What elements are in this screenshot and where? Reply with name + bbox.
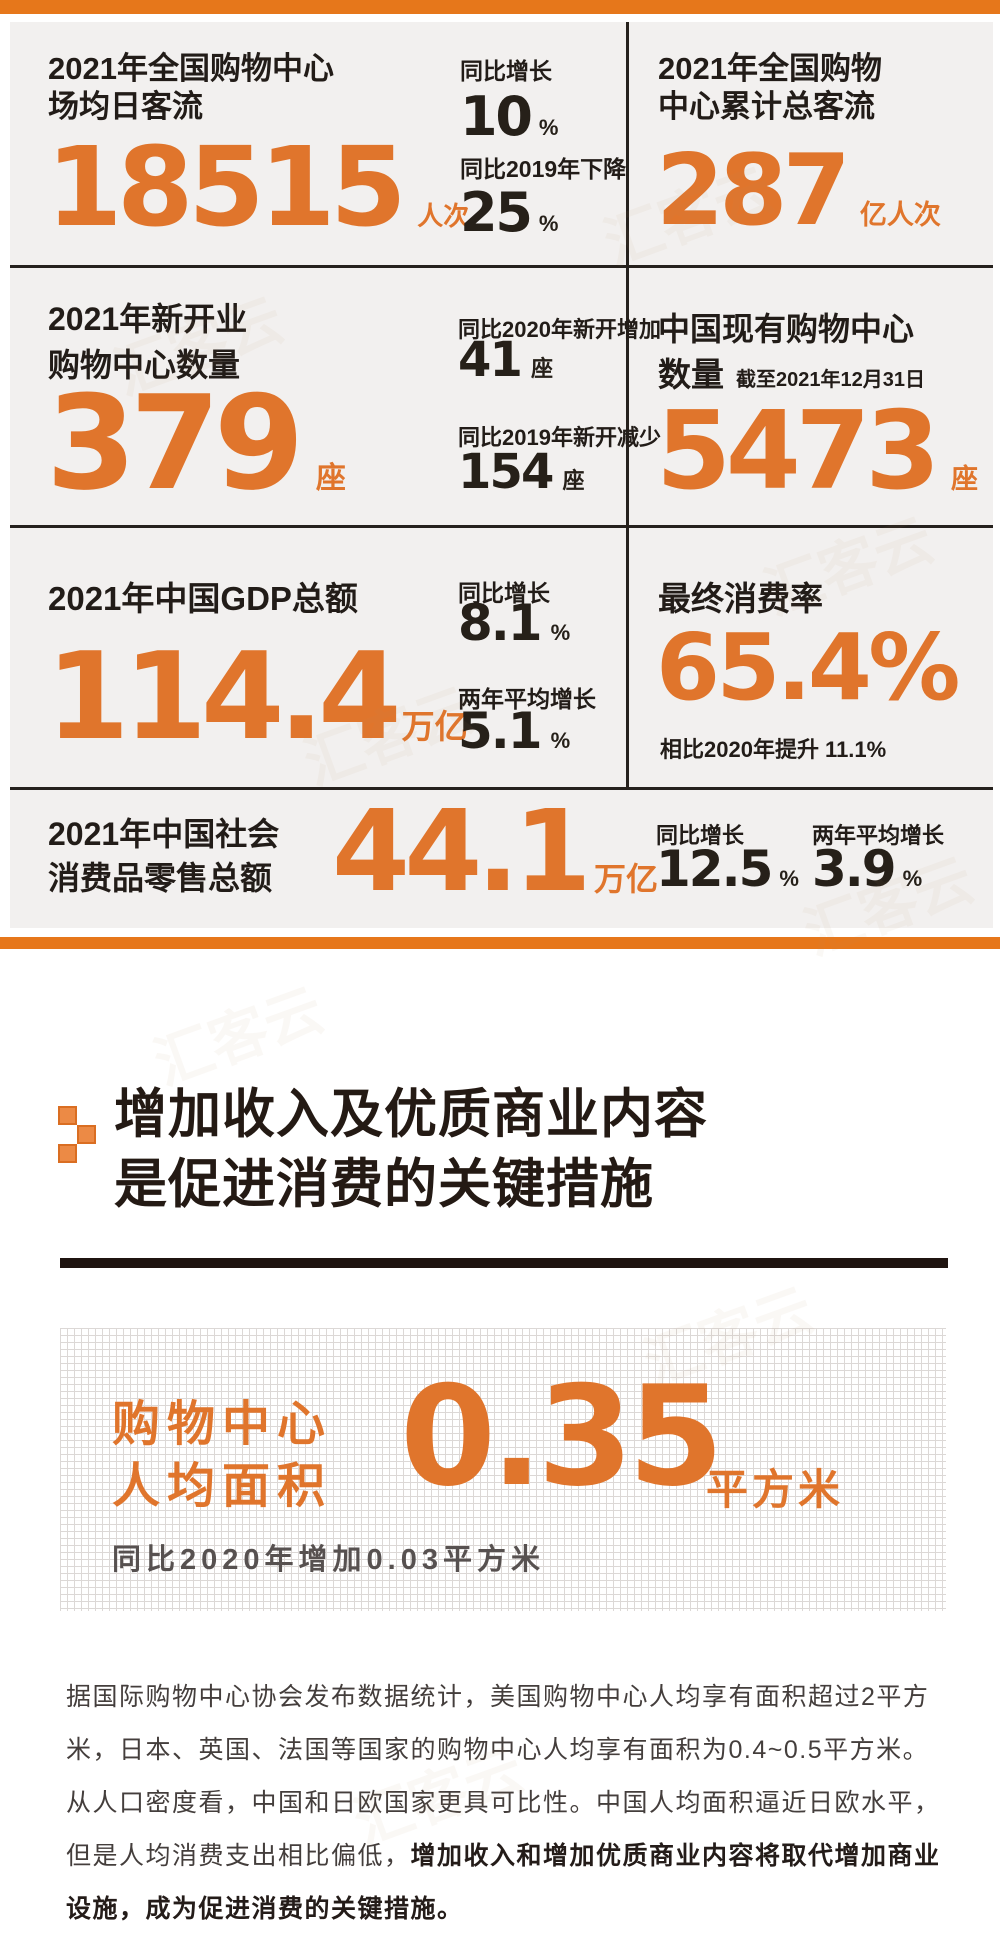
yoy-number: 12.5 bbox=[656, 840, 773, 898]
existing-malls-unit: 座 bbox=[951, 464, 978, 494]
row-divider-1 bbox=[10, 265, 993, 268]
card-new-malls-value: 379 座 bbox=[46, 378, 346, 508]
heading-underline-rule bbox=[60, 1258, 948, 1268]
card-new-malls-title: 2021年新开业 购物中心数量 bbox=[48, 296, 247, 388]
label-line-2: 人均面积 bbox=[112, 1460, 333, 1513]
bottom-accent-bar bbox=[0, 937, 1000, 949]
title-word: 数量 bbox=[658, 356, 724, 393]
retail-two-year-value: 3.9 % bbox=[812, 844, 922, 894]
unit-zuo: 座 bbox=[530, 356, 553, 381]
icon-square-bottom bbox=[58, 1144, 77, 1163]
as-of-date-note: 截至2021年12月31日 bbox=[736, 369, 925, 391]
vs2020-number: 41 bbox=[458, 332, 523, 388]
top-accent-bar bbox=[0, 0, 1000, 14]
gdp-number: 114.4 bbox=[46, 628, 402, 767]
total-traffic-unit: 亿人次 bbox=[859, 200, 941, 230]
title-line-2: 购物中心数量 bbox=[48, 347, 241, 383]
gdp-yoy-label: 同比增长 bbox=[458, 580, 550, 606]
retail-unit: 万亿 bbox=[593, 861, 658, 897]
per-capita-area-number: 0.35 bbox=[400, 1356, 724, 1517]
paragraph-bold-text: 增加收入和增加优质商业内容将取代增加商业设施，成为促进消费的关键措施。 bbox=[66, 1842, 941, 1923]
retail-two-year-label: 两年平均增长 bbox=[812, 823, 945, 848]
vs2019-number: 154 bbox=[458, 444, 554, 500]
title-line-1: 2021年全国购物中心 bbox=[48, 51, 334, 86]
card-existing-malls-title-line2: 数量 截至2021年12月31日 bbox=[658, 348, 925, 396]
daily-traffic-unit: 人次 bbox=[417, 201, 470, 231]
label-line-1: 购物中心 bbox=[112, 1398, 333, 1451]
daily-traffic-yoy-value: 10 % bbox=[460, 90, 558, 144]
gdp-yoy-value: 8.1 % bbox=[458, 598, 570, 648]
daily-traffic-yoy-label: 同比增长 bbox=[460, 58, 552, 84]
per-capita-area-label: 购物中心 人均面积 bbox=[112, 1394, 332, 1518]
title-line-1: 2021年中国社会 bbox=[48, 816, 280, 852]
daily-traffic-vs2019-value: 25 % bbox=[460, 186, 558, 240]
card-total-traffic-title: 2021年全国购物 中心累计总客流 bbox=[658, 50, 882, 126]
card-gdp-value: 114.4 万亿 bbox=[46, 638, 468, 758]
consumption-rate-number: 65.4% bbox=[656, 614, 960, 721]
card-daily-traffic-title: 2021年全国购物中心 场均日客流 bbox=[48, 50, 334, 126]
new-malls-unit: 座 bbox=[315, 462, 346, 495]
two-year-number: 3.9 bbox=[812, 840, 897, 898]
card-consumption-rate-title: 最终消费率 bbox=[658, 580, 823, 617]
row-divider-2 bbox=[10, 525, 993, 528]
retail-yoy-value: 12.5 % bbox=[656, 844, 799, 894]
new-malls-vs2020-label: 同比2020年新开增加 bbox=[458, 317, 661, 342]
new-malls-vs2019-label: 同比2019年新开减少 bbox=[458, 425, 661, 450]
column-divider bbox=[626, 22, 629, 790]
heading-line-2: 是促进消费的关键措施 bbox=[114, 1155, 654, 1214]
total-traffic-number: 287 bbox=[656, 134, 851, 248]
yoy-number: 10 bbox=[460, 85, 533, 148]
icon-square-top bbox=[58, 1106, 77, 1125]
paragraph-normal-text: 据国际购物中心协会发布数据统计，美国购物中心人均享有面积超过2平方米，日本、英国… bbox=[66, 1683, 941, 1870]
stats-panel bbox=[10, 22, 993, 928]
percent-sign: % bbox=[538, 115, 559, 140]
title-line-1: 2021年全国购物 bbox=[658, 51, 882, 86]
card-daily-traffic-value: 18515 人次 bbox=[46, 132, 469, 242]
title-line-2: 中心累计总客流 bbox=[658, 89, 875, 124]
grid-paper-panel bbox=[60, 1328, 946, 1611]
daily-traffic-vs2019-label: 同比2019年下降 bbox=[460, 156, 627, 182]
section-heading: 增加收入及优质商业内容 是促进消费的关键措施 bbox=[114, 1080, 708, 1220]
card-total-traffic-value: 287 亿人次 bbox=[656, 142, 941, 240]
card-existing-malls-title-line1: 中国现有购物中心 bbox=[658, 311, 915, 347]
gdp-unit: 万亿 bbox=[401, 708, 468, 745]
daily-traffic-number: 18515 bbox=[46, 123, 407, 251]
two-year-number: 5.1 bbox=[458, 702, 543, 760]
icon-square-middle bbox=[77, 1125, 96, 1144]
row-divider-3 bbox=[10, 787, 993, 790]
percent-sign: % bbox=[538, 211, 559, 236]
title-line-2: 消费品零售总额 bbox=[48, 860, 273, 896]
percent-sign: % bbox=[550, 728, 571, 753]
heading-line-1: 增加收入及优质商业内容 bbox=[114, 1085, 708, 1144]
card-retail-value: 44.1 万亿 bbox=[332, 796, 658, 908]
percent-sign: % bbox=[550, 620, 571, 645]
retail-number: 44.1 bbox=[332, 787, 592, 917]
per-capita-area-note: 同比2020年增加0.03平方米 bbox=[112, 1544, 545, 1576]
card-existing-malls-value: 5473 座 bbox=[656, 398, 978, 506]
existing-malls-number: 5473 bbox=[656, 389, 940, 514]
retail-yoy-label: 同比增长 bbox=[656, 823, 745, 848]
card-gdp-title: 2021年中国GDP总额 bbox=[48, 580, 358, 617]
unit-zuo: 座 bbox=[562, 468, 585, 493]
gdp-two-year-label: 两年平均增长 bbox=[458, 686, 596, 712]
percent-sign: % bbox=[779, 866, 799, 891]
card-retail-title: 2021年中国社会 消费品零售总额 bbox=[48, 812, 279, 900]
title-line-2: 场均日客流 bbox=[48, 89, 203, 124]
pixel-arrow-icon bbox=[58, 1106, 98, 1163]
percent-sign: % bbox=[902, 866, 923, 891]
new-malls-number: 379 bbox=[46, 367, 304, 519]
new-malls-vs2019-value: 154 座 bbox=[458, 448, 584, 496]
vs2019-number: 25 bbox=[460, 181, 533, 244]
title-line-1: 2021年新开业 bbox=[48, 301, 248, 337]
new-malls-vs2020-value: 41 座 bbox=[458, 336, 553, 384]
gdp-two-year-value: 5.1 % bbox=[458, 706, 570, 756]
per-capita-area-unit: 平方米 bbox=[706, 1466, 845, 1513]
analysis-paragraph: 据国际购物中心协会发布数据统计，美国购物中心人均享有面积超过2平方米，日本、英国… bbox=[66, 1671, 950, 1936]
yoy-number: 8.1 bbox=[458, 594, 543, 652]
consumption-rate-note: 相比2020年提升 11.1% bbox=[660, 737, 887, 762]
